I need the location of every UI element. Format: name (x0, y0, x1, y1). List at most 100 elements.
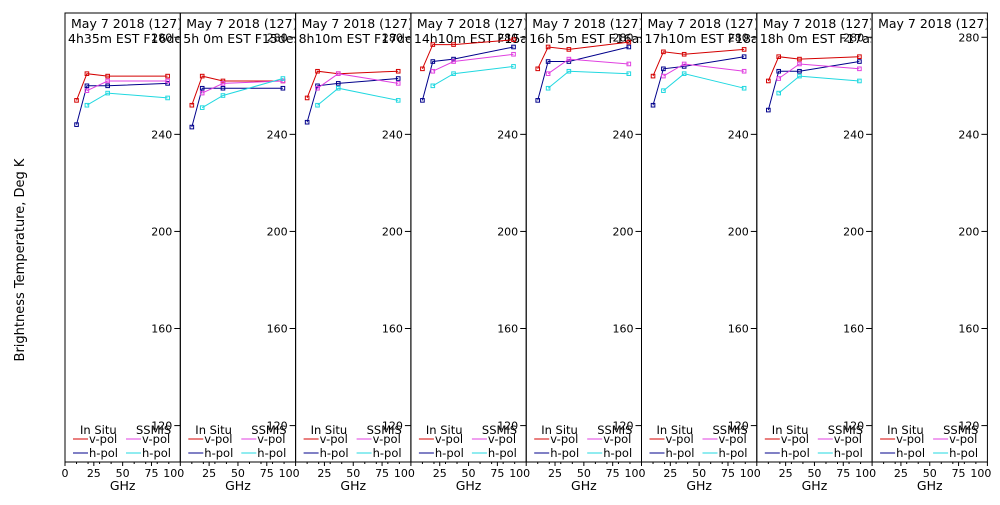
ssmis-vpol-point (430, 68, 436, 74)
legend-insitu-vpol-label: v-pol (781, 432, 809, 446)
x-axis-label: GHz (802, 478, 828, 493)
y-tick-label: 120 (728, 420, 749, 433)
legend-ssmis-header: SSMIS (367, 423, 402, 437)
ssmis-hpol-line (547, 70, 629, 89)
ssmis-vpol-point (545, 71, 551, 76)
x-tick-label: 75 (952, 467, 966, 480)
x-tick-label: 100 (394, 467, 415, 480)
panel-6: May 7 2018 (127)17h10m EST F18asc 120 160 2… (641, 12, 761, 493)
ssmis-hpol-point (626, 71, 632, 76)
ssmis-vpol-point (626, 61, 632, 67)
x-tick-label: 75 (144, 467, 158, 480)
insitu-hpol-point (199, 85, 205, 91)
x-tick-label: 25 (202, 467, 216, 480)
legend-insitu-vpol-label: v-pol (896, 432, 924, 446)
y-tick-label: 200 (151, 225, 172, 238)
x-axis-label: GHz (456, 478, 482, 493)
ssmis-vpol-point (105, 78, 110, 84)
y-tick-label: 160 (958, 323, 979, 336)
panel-time: 18h 0m EST F17asc (760, 31, 884, 46)
insitu-vpol-point (650, 73, 656, 79)
insitu-vpol-line (306, 70, 399, 99)
insitu-vpol-point (189, 102, 195, 108)
x-tick-label: 50 (116, 467, 130, 480)
ssmis-vpol-point (315, 85, 320, 91)
panel-3: May 7 2018 (127)8h10m EST F17des 120 160 20… (295, 12, 420, 493)
x-tick-label: 75 (721, 467, 735, 480)
ssmis-vpol-point (395, 81, 401, 86)
legend-insitu-header: In Situ (80, 423, 117, 437)
insitu-vpol-point (857, 54, 862, 59)
insitu-vpol-line (421, 39, 514, 69)
legend-insitu-header: In Situ (657, 423, 694, 437)
ssmis-hpol-point (857, 78, 862, 84)
legend-ssmis-hpol-label: h-pol (373, 446, 402, 460)
y-tick-label: 200 (728, 225, 749, 238)
y-tick-label: 200 (267, 225, 288, 238)
insitu-vpol-point (395, 68, 401, 74)
y-axis-label: Brightness Temperature, Deg K (13, 158, 28, 361)
panel-time: 8h10m EST F17des (299, 31, 420, 46)
legend-insitu-hpol-label: h-pol (666, 446, 695, 460)
legend-insitu-vpol-label: v-pol (666, 432, 694, 446)
insitu-hpol-point (535, 98, 541, 103)
insitu-hpol-point (280, 85, 286, 91)
ssmis-vpol-line (778, 63, 860, 79)
y-tick-label: 120 (958, 420, 979, 433)
panel-2: May 7 2018 (127)5h 0m EST F15des 120 160 20… (179, 12, 300, 493)
ssmis-hpol-point (661, 88, 666, 93)
panel-title: May 7 2018 (127)18h 0m EST F17asc (760, 16, 884, 46)
legend-ssmis-hpol-label: h-pol (488, 446, 517, 460)
insitu-vpol-line (767, 56, 860, 82)
legend-insitu-vpol-label: v-pol (550, 432, 578, 446)
panel-8: May 7 2018 (127) 120 160 200 240 280 25 50 75 100… (871, 12, 991, 493)
insitu-vpol-point (430, 42, 436, 47)
x-tick-label: 25 (663, 467, 677, 480)
x-tick-label: 25 (317, 467, 331, 480)
insitu-hpol-point (84, 83, 90, 89)
insitu-vpol-point (315, 68, 320, 74)
ssmis-hpol-line (663, 73, 745, 92)
legend-ssmis-vpol-label: v-pol (949, 432, 977, 446)
x-tick-label: 25 (779, 467, 793, 480)
panel-title: May 7 2018 (127) (878, 16, 989, 31)
ssmis-vpol-point (451, 59, 456, 64)
insitu-hpol-point (420, 98, 425, 103)
insitu-hpol-point (650, 102, 656, 108)
y-tick-label: 160 (728, 323, 749, 336)
ssmis-hpol-point (451, 71, 456, 76)
panel-date: May 7 2018 (127) (532, 16, 643, 31)
legend-ssmis-header: SSMIS (597, 423, 632, 437)
ssmis-vpol-point (220, 81, 226, 86)
insitu-hpol-point (766, 107, 771, 113)
y-tick-label: 280 (382, 31, 403, 44)
insitu-vpol-point (535, 66, 541, 72)
legend-ssmis-hpol-label: h-pol (719, 446, 748, 460)
x-tick-label: 75 (836, 467, 850, 480)
ssmis-hpol-point (566, 68, 572, 74)
legend-ssmis-vpol-label: v-pol (257, 432, 285, 446)
x-tick-label: 100 (625, 467, 646, 480)
ssmis-hpol-line (317, 87, 399, 106)
x-tick-label: 0 (62, 467, 69, 480)
y-tick-label: 120 (843, 420, 864, 433)
ssmis-vpol-point (681, 61, 687, 67)
panel-5: May 7 2018 (127)16h 5m EST F16asc 120 160 2… (525, 12, 646, 493)
y-tick-label: 240 (151, 128, 172, 141)
legend-insitu-header: In Situ (887, 423, 924, 437)
legend-insitu-hpol-label: h-pol (435, 446, 464, 460)
y-tick-label: 160 (843, 323, 864, 336)
insitu-hpol-point (741, 54, 747, 59)
legend-insitu-header: In Situ (772, 423, 809, 437)
ssmis-hpol-point (199, 105, 205, 110)
y-tick-label: 160 (613, 323, 634, 336)
legend-ssmis-vpol-label: v-pol (603, 432, 631, 446)
panel-date: May 7 2018 (127) (878, 16, 989, 31)
panel-title: May 7 2018 (127)16h 5m EST F16asc (529, 16, 643, 46)
x-tick-label: 25 (433, 467, 447, 480)
legend-ssmis-header: SSMIS (828, 423, 863, 437)
x-axis-label: GHz (225, 478, 251, 493)
ssmis-hpol-line (778, 75, 860, 94)
insitu-hpol-line (306, 78, 399, 123)
insitu-vpol-point (420, 66, 425, 72)
